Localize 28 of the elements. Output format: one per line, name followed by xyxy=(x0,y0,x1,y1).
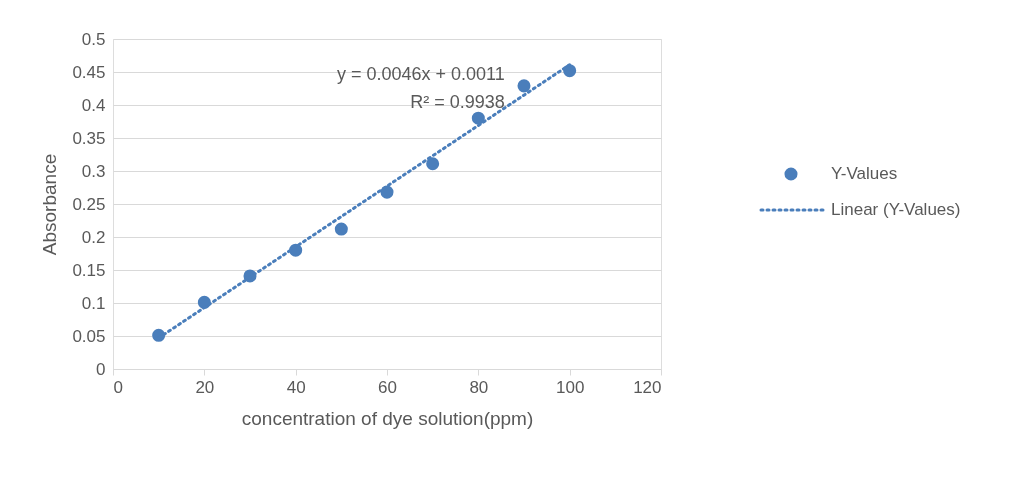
y-tick-label: 0 xyxy=(96,359,106,379)
y-tick-label: 0.2 xyxy=(81,227,106,247)
x-tick-label: 40 xyxy=(286,377,306,397)
y-tick-label: 0.05 xyxy=(72,326,106,346)
x-tick-label: 0 xyxy=(113,377,123,397)
x-axis-title: concentration of dye solution(ppm) xyxy=(241,407,534,429)
y-tick-label: 0.4 xyxy=(81,95,106,115)
legend-label: Y-Values xyxy=(831,164,898,183)
y-tick-label: 0.45 xyxy=(72,62,106,82)
x-tick-label: 100 xyxy=(555,377,585,397)
point xyxy=(517,79,531,93)
point xyxy=(334,222,348,236)
y-tick-label: 0.25 xyxy=(72,194,106,214)
x-tick-label: 120 xyxy=(633,377,662,397)
x-tick-label: 80 xyxy=(469,377,489,397)
y-tick-label: 0.5 xyxy=(81,29,106,49)
y-tick-label: 0.35 xyxy=(72,128,106,148)
annotation: y = 0.0046x + 0.0011 xyxy=(337,64,505,84)
x-tick-label: 60 xyxy=(378,377,397,397)
y-tick-label: 0.3 xyxy=(81,161,106,181)
legend-label: Linear (Y-Values) xyxy=(831,200,961,219)
annotation: R² = 0.9938 xyxy=(410,92,505,112)
point xyxy=(426,157,440,171)
x-tick-label: 20 xyxy=(195,377,215,397)
point xyxy=(471,111,485,125)
y-tick-label: 0.15 xyxy=(72,260,106,280)
y-axis-title: Absorbance xyxy=(39,153,61,256)
y-tick-label: 0.1 xyxy=(81,293,106,313)
